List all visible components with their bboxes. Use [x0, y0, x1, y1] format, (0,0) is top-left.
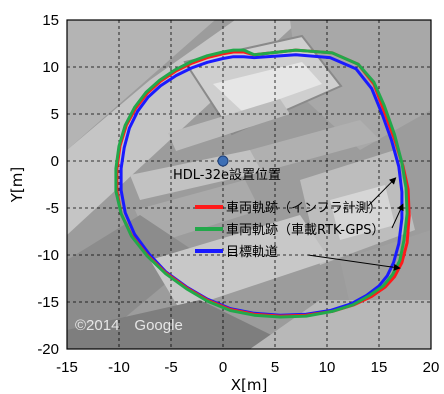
sensor-label: HDL-32e設置位置 [173, 167, 281, 183]
x-tick-label: 5 [271, 359, 279, 376]
legend-label-2: 目標軌道 [226, 244, 278, 260]
y-tick-label: -5 [46, 200, 59, 217]
x-tick-label: -5 [164, 359, 177, 376]
x-tick-label: -15 [56, 359, 78, 376]
aerial-photo-background [67, 20, 431, 349]
x-tick-label: -10 [108, 359, 130, 376]
y-tick-label: 0 [51, 153, 59, 170]
x-tick-labels: -15 -10 -5 0 5 10 15 20 [56, 359, 439, 376]
x-tick-label: 0 [219, 359, 227, 376]
y-tick-label: -10 [37, 247, 59, 264]
y-tick-label: 15 [42, 12, 59, 29]
y-tick-labels: -20 -15 -10 -5 0 5 10 15 [37, 12, 59, 358]
x-tick-label: 20 [423, 359, 440, 376]
annotation-arrows [307, 177, 404, 271]
plot-frame [66, 19, 432, 350]
y-tick-label: 10 [42, 59, 59, 76]
series-line-1 [114, 48, 409, 319]
y-tick-label: -15 [37, 294, 59, 311]
annotation-arrow-2 [307, 254, 401, 271]
annotation-arrow-1 [391, 203, 404, 229]
legend-label-1: 車両軌跡（車載RTK-GPS） [226, 222, 385, 238]
x-tick-label: 10 [319, 359, 336, 376]
watermark: ©2014 Google [75, 317, 183, 334]
x-axis-label: X[m] [231, 376, 268, 394]
annotation-arrow-0 [367, 177, 397, 207]
sensor-marker [217, 155, 229, 167]
y-tick-label: 5 [51, 106, 59, 123]
y-axis-label: Y[m] [8, 167, 26, 203]
legend-label-0: 車両軌跡（インフラ計測） [226, 200, 382, 216]
series-lines [114, 48, 411, 319]
legend: 車両軌跡（インフラ計測） 車両軌跡（車載RTK-GPS） 目標軌道 [195, 200, 385, 260]
x-tick-label: 15 [371, 359, 388, 376]
y-tick-label: -20 [37, 341, 59, 358]
